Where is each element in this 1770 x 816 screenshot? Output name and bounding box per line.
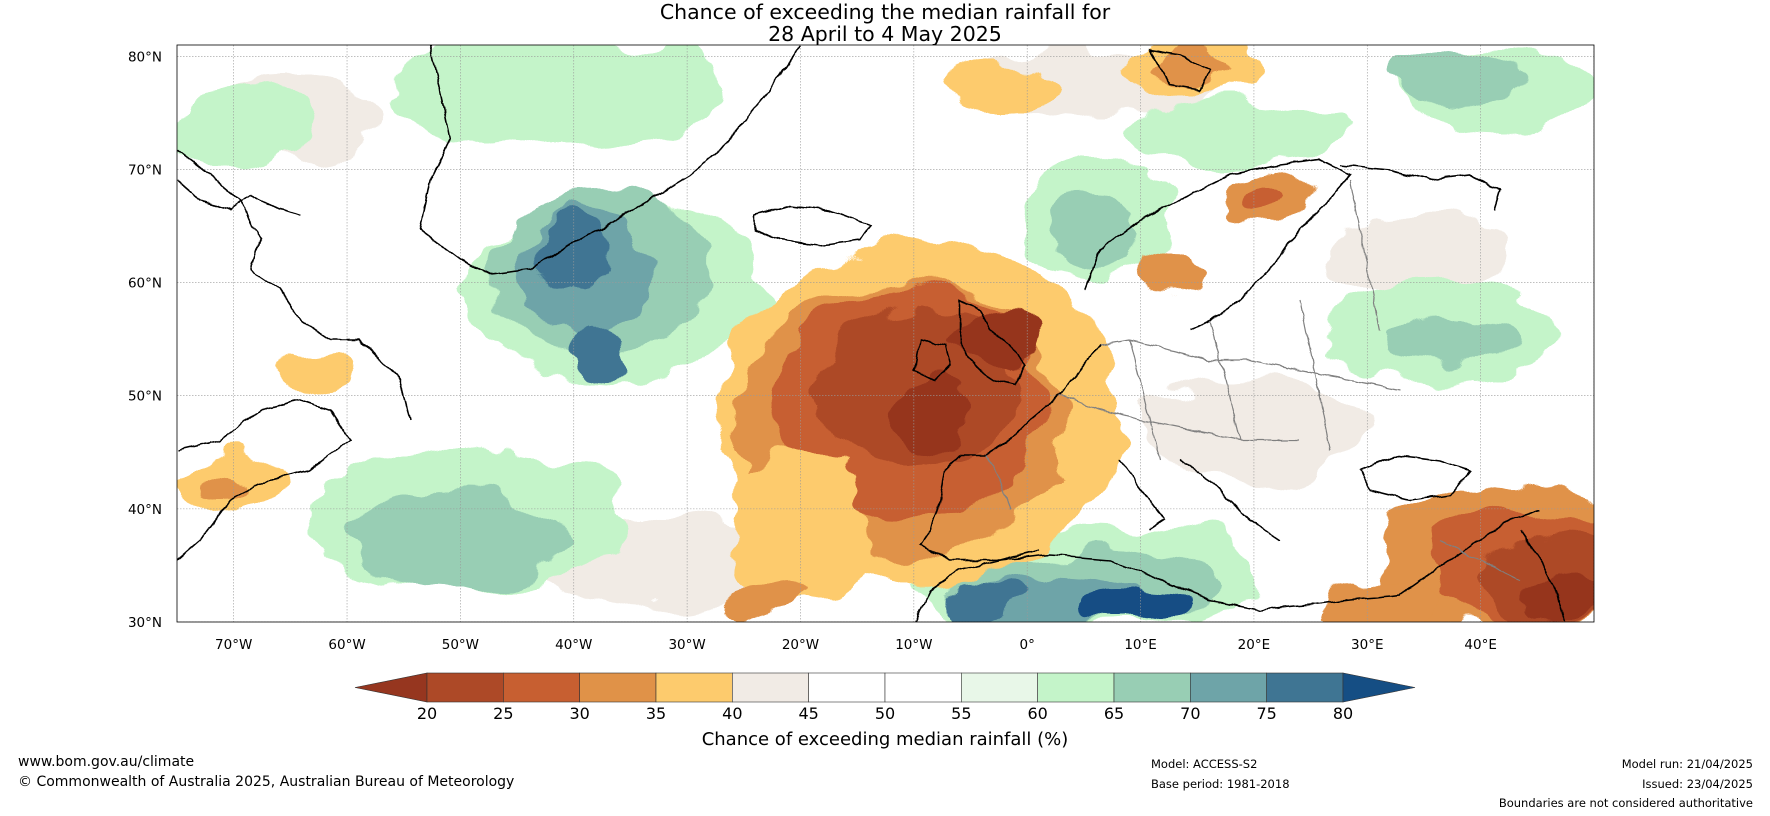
rainfall-probability-field	[177, 45, 1594, 622]
model-run-text: Model run: 21/04/2025	[1621, 757, 1753, 771]
latitude-tick-label: 70°N	[128, 162, 162, 178]
model-text: Model: ACCESS-S2	[1151, 757, 1258, 771]
coastlines	[177, 45, 1566, 622]
colorbar-tick-label: 30	[569, 704, 589, 723]
colorbar-segment	[732, 672, 809, 703]
latitude-tick-label: 40°N	[128, 502, 162, 518]
colorbar	[354, 672, 1416, 703]
latitude-tick-label: 80°N	[128, 49, 162, 65]
longitude-tick-label: 60°W	[328, 637, 365, 653]
colorbar-tick-label: 65	[1104, 704, 1124, 723]
colorbar-tick-label: 50	[875, 704, 895, 723]
colorbar-tick-label: 70	[1180, 704, 1200, 723]
colorbar-segment	[1113, 672, 1191, 703]
issued-text: Issued: 23/04/2025	[1642, 777, 1753, 791]
colorbar-segment	[884, 672, 962, 703]
longitude-tick-label: 10°E	[1124, 637, 1156, 653]
latitude-tick-labels: 80°N 70°N 60°N 50°N 40°N 30°N	[128, 49, 162, 631]
latitude-tick-label: 60°N	[128, 276, 162, 292]
colorbar-tick-label: 40	[722, 704, 742, 723]
website-text: www.bom.gov.au/climate	[18, 754, 195, 770]
longitude-tick-label: 50°W	[442, 637, 479, 653]
map-border	[176, 44, 1595, 623]
colorbar-segment	[961, 672, 1038, 703]
graticule	[177, 45, 1594, 622]
disclaimer-text: Boundaries are not considered authoritat…	[1498, 796, 1753, 810]
colorbar-tick-label: 75	[1256, 704, 1276, 723]
colorbar-segment	[655, 672, 733, 703]
colorbar-segment	[426, 672, 504, 703]
colorbar-extend-high	[1342, 672, 1416, 703]
colorbar-tick-label: 55	[951, 704, 971, 723]
colorbar-tick-label: 45	[798, 704, 818, 723]
country-borders	[984, 179, 1521, 581]
longitude-tick-label: 40°W	[555, 637, 592, 653]
colorbar-title: Chance of exceeding median rainfall (%)	[702, 729, 1069, 750]
longitude-tick-label: 20°E	[1238, 637, 1270, 653]
longitude-tick-label: 30°E	[1351, 637, 1383, 653]
colorbar-tick-label: 35	[646, 704, 666, 723]
longitude-tick-label: 0°	[1020, 637, 1035, 653]
colorbar-segment	[808, 672, 886, 703]
colorbar-tick-label: 80	[1333, 704, 1353, 723]
latitude-tick-label: 30°N	[128, 615, 162, 631]
base-period-text: Base period: 1981-2018	[1151, 777, 1290, 791]
longitude-tick-label: 30°W	[668, 637, 705, 653]
longitude-tick-label: 20°W	[782, 637, 819, 653]
map-title-line-1: Chance of exceeding the median rainfall …	[659, 0, 1111, 24]
colorbar-tick-label: 25	[493, 704, 513, 723]
colorbar-segment	[503, 672, 580, 703]
colorbar-segment	[579, 672, 657, 703]
colorbar-tick-label: 60	[1027, 704, 1047, 723]
colorbar-segment	[1037, 672, 1115, 703]
colorbar-tick-labels: 20 25 30 35 40 45 50 55 60 65 70 75 80	[417, 704, 1353, 723]
colorbar-tick-label: 20	[417, 704, 437, 723]
colorbar-extend-low	[354, 672, 428, 703]
longitude-tick-label: 40°E	[1464, 637, 1496, 653]
longitude-tick-label: 10°W	[895, 637, 932, 653]
copyright-text: © Commonwealth of Australia 2025, Austra…	[18, 774, 515, 790]
map-title-line-2: 28 April to 4 May 2025	[768, 22, 1002, 46]
colorbar-segment	[1190, 672, 1267, 703]
longitude-tick-label: 70°W	[215, 637, 252, 653]
longitude-tick-labels: 70°W 60°W 50°W 40°W 30°W 20°W 10°W 0° 10°E 20°E 30…	[215, 637, 1497, 653]
latitude-tick-label: 50°N	[128, 389, 162, 405]
colorbar-segment	[1266, 672, 1344, 703]
